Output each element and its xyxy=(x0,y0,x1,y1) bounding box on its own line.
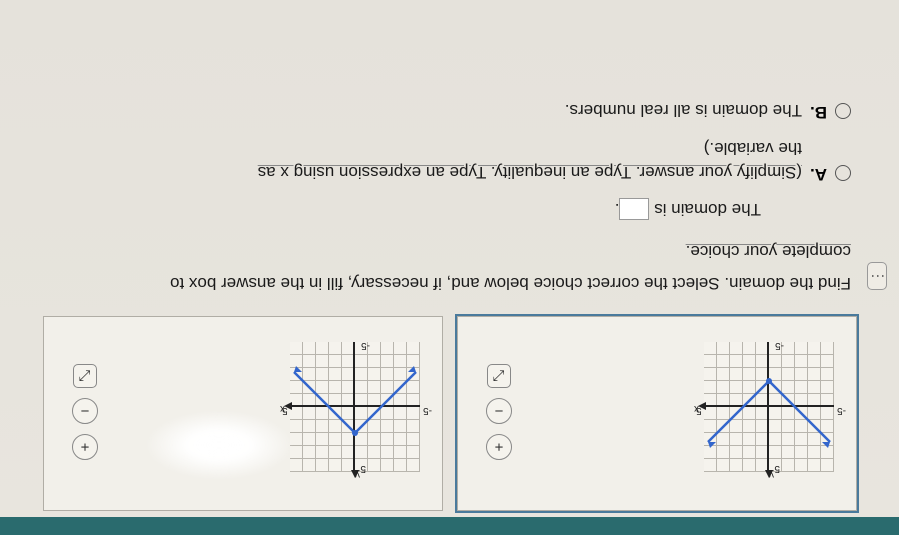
expand-icon: ⤢ xyxy=(493,368,505,385)
zoom-out-icon: − xyxy=(495,403,504,420)
expand-graph-button[interactable]: ⤢ xyxy=(487,364,511,388)
graph-grid-c: y x 5 5 -5 -5 xyxy=(704,342,834,472)
zoom-out-icon: − xyxy=(81,403,90,420)
domain-answer-input[interactable] xyxy=(620,198,650,220)
choice-a-row[interactable]: A. (Simplify your answer. Type an inequa… xyxy=(40,136,851,184)
choice-a-letter: A. xyxy=(810,164,827,184)
choice-b-row[interactable]: B. The domain is all real numbers. xyxy=(40,98,851,122)
tick-label: 5 xyxy=(696,405,702,416)
ellipsis-icon: ⋮ xyxy=(869,269,885,283)
plot-d xyxy=(290,342,420,472)
plot-c xyxy=(704,342,834,472)
zoom-in-icon: + xyxy=(81,439,90,456)
zoom-in-button[interactable]: + xyxy=(486,434,512,460)
tick-label: -5 xyxy=(423,405,432,416)
zoom-out-button[interactable]: − xyxy=(72,398,98,424)
zoom-out-button[interactable]: − xyxy=(486,398,512,424)
app-header-bar xyxy=(0,517,899,535)
tick-label: 5 xyxy=(282,405,288,416)
graph-grid-d: y x 5 5 -5 -5 xyxy=(290,342,420,472)
zoom-in-button[interactable]: + xyxy=(72,434,98,460)
expand-icon: ⤢ xyxy=(79,368,91,385)
choice-a-text: (Simplify your answer. Type an inequalit… xyxy=(258,136,802,184)
tick-label: -5 xyxy=(837,405,846,416)
question-prompt-line2: complete your choice. xyxy=(40,239,851,263)
radio-choice-b[interactable] xyxy=(835,103,851,119)
graph-panel-c[interactable]: y x 5 5 -5 -5 + − ⤢ xyxy=(457,316,857,511)
zoom-in-icon: + xyxy=(495,439,504,456)
expand-graph-button[interactable]: ⤢ xyxy=(73,364,97,388)
choice-b-text: The domain is all real numbers. xyxy=(565,98,802,122)
domain-statement: The domain is . xyxy=(40,198,761,222)
question-prompt-line1: Find the domain. Select the correct choi… xyxy=(40,271,851,295)
graph-panel-d[interactable]: y x 5 5 -5 -5 + − ⤢ xyxy=(43,316,443,511)
more-options-button[interactable]: ⋮ xyxy=(867,262,887,290)
screen-glare xyxy=(144,410,294,480)
radio-choice-a[interactable] xyxy=(835,165,851,181)
choice-b-letter: B. xyxy=(810,102,827,122)
